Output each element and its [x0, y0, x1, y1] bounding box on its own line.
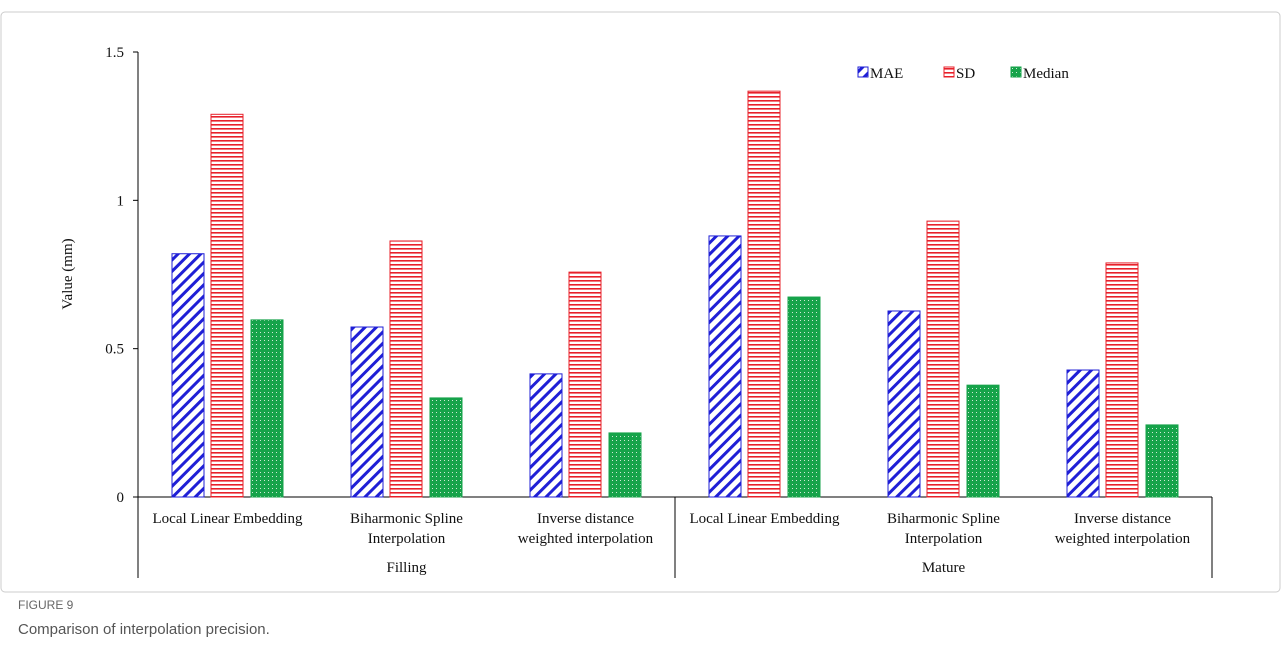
- bar: [747, 90, 781, 498]
- bar: [1145, 424, 1179, 498]
- x-tick-label: Biharmonic Spline: [350, 511, 463, 527]
- bar: [966, 384, 1000, 498]
- group-label: Mature: [922, 560, 966, 576]
- bar: [1105, 262, 1139, 498]
- x-tick-label: Interpolation: [905, 531, 983, 547]
- bar: [389, 240, 423, 498]
- group-label: Filling: [386, 560, 427, 576]
- y-tick-label: 1.5: [105, 45, 124, 61]
- y-tick-label: 1: [117, 193, 125, 209]
- y-axis-label: Value (mm): [60, 238, 76, 309]
- legend-swatch: [1010, 66, 1022, 78]
- bar: [429, 397, 463, 498]
- bar: [887, 310, 921, 498]
- x-tick-label: Inverse distance: [537, 511, 634, 527]
- bar: [787, 296, 821, 498]
- figure-caption: Comparison of interpolation precision.: [18, 621, 270, 638]
- bar: [171, 253, 205, 498]
- x-tick-label: Local Linear Embedding: [153, 511, 303, 527]
- bar: [1066, 369, 1100, 498]
- bar: [926, 220, 960, 498]
- figure-label: FIGURE 9: [18, 598, 74, 612]
- legend-swatch: [943, 66, 955, 78]
- bar: [568, 271, 602, 498]
- x-tick-label: weighted interpolation: [518, 531, 654, 547]
- bar: [250, 319, 284, 498]
- legend-label: SD: [956, 66, 975, 82]
- legend-label: Median: [1023, 66, 1069, 82]
- frame: [0, 11, 1281, 593]
- legend-swatch: [857, 66, 869, 78]
- bar: [608, 432, 642, 498]
- bar: [350, 326, 384, 498]
- x-tick-label: Local Linear Embedding: [690, 511, 840, 527]
- x-tick-label: Inverse distance: [1074, 511, 1171, 527]
- y-tick-label: 0.5: [105, 342, 124, 358]
- bar: [708, 235, 742, 498]
- x-tick-label: Interpolation: [368, 531, 446, 547]
- x-tick-label: weighted interpolation: [1055, 531, 1191, 547]
- bar: [529, 373, 563, 498]
- y-tick-label: 0: [117, 490, 125, 506]
- x-tick-label: Biharmonic Spline: [887, 511, 1000, 527]
- legend-label: MAE: [870, 66, 903, 82]
- bar: [210, 113, 244, 498]
